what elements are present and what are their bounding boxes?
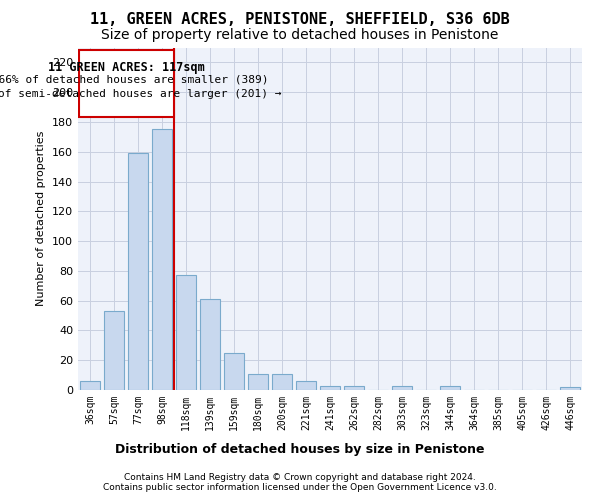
Bar: [152, 130, 172, 390]
Text: ← 66% of detached houses are smaller (389): ← 66% of detached houses are smaller (38…: [0, 74, 268, 85]
Bar: [440, 386, 460, 390]
Bar: [200, 299, 220, 390]
Bar: [224, 353, 244, 390]
Text: 11, GREEN ACRES, PENISTONE, SHEFFIELD, S36 6DB: 11, GREEN ACRES, PENISTONE, SHEFFIELD, S…: [90, 12, 510, 28]
Bar: [344, 386, 364, 390]
Text: 11 GREEN ACRES: 117sqm: 11 GREEN ACRES: 117sqm: [48, 61, 205, 74]
Bar: [128, 153, 148, 390]
Bar: [272, 374, 292, 390]
Text: Size of property relative to detached houses in Penistone: Size of property relative to detached ho…: [101, 28, 499, 42]
Text: Contains HM Land Registry data © Crown copyright and database right 2024.: Contains HM Land Registry data © Crown c…: [124, 472, 476, 482]
Bar: [104, 311, 124, 390]
Text: 34% of semi-detached houses are larger (201) →: 34% of semi-detached houses are larger (…: [0, 89, 281, 99]
Bar: [392, 386, 412, 390]
Bar: [320, 386, 340, 390]
Text: Distribution of detached houses by size in Penistone: Distribution of detached houses by size …: [115, 442, 485, 456]
Bar: [176, 276, 196, 390]
Text: Contains public sector information licensed under the Open Government Licence v3: Contains public sector information licen…: [103, 484, 497, 492]
Bar: [248, 374, 268, 390]
FancyBboxPatch shape: [79, 50, 173, 117]
Y-axis label: Number of detached properties: Number of detached properties: [37, 131, 46, 306]
Bar: [296, 381, 316, 390]
Bar: [560, 387, 580, 390]
Bar: [80, 381, 100, 390]
